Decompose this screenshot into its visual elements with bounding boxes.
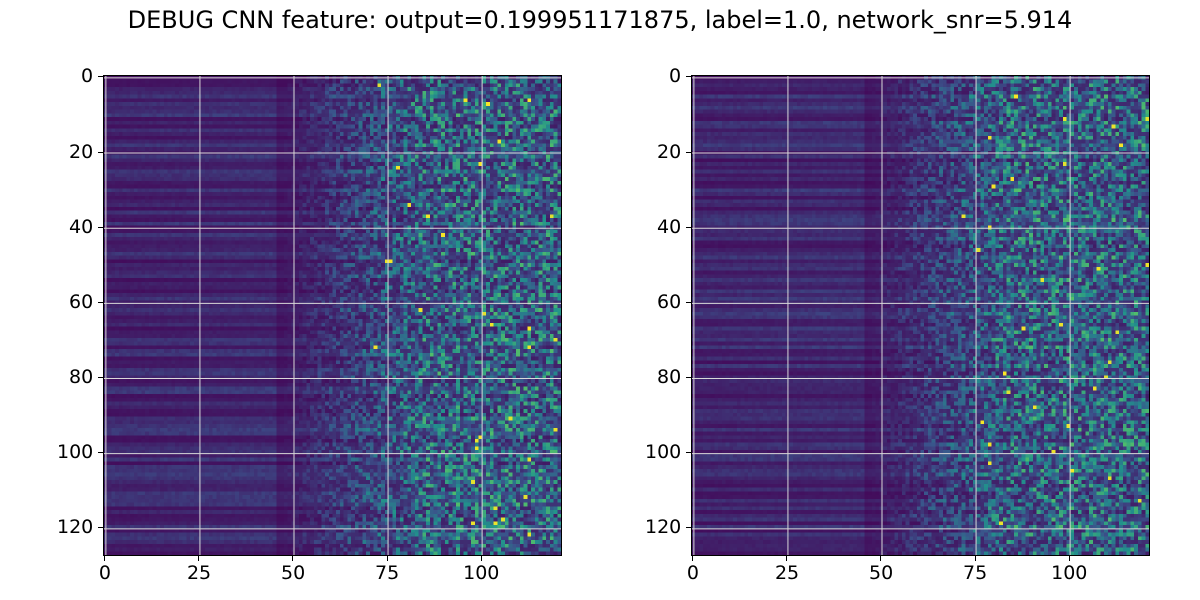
x-tick-mark bbox=[692, 556, 694, 561]
y-tick-mark bbox=[686, 377, 691, 378]
y-tick-label: 60 bbox=[69, 290, 94, 313]
x-tick-mark bbox=[786, 556, 788, 561]
x-tick-label: 50 bbox=[868, 562, 894, 584]
x-tick-label: 0 bbox=[686, 562, 699, 584]
x-tick-label: 0 bbox=[98, 562, 111, 584]
y-tick-label: 0 bbox=[669, 65, 682, 88]
y-tick-label: 80 bbox=[69, 366, 94, 388]
x-tick-mark bbox=[974, 556, 976, 561]
x-tick-mark bbox=[292, 556, 294, 561]
y-tick-mark bbox=[98, 76, 103, 78]
x-tick-label: 100 bbox=[463, 562, 500, 584]
x-tick-label: 75 bbox=[963, 562, 988, 584]
x-tick-label: 75 bbox=[375, 562, 400, 584]
x-tick-label: 50 bbox=[280, 562, 306, 584]
x-tick-label: 25 bbox=[774, 562, 800, 584]
y-tick-mark bbox=[98, 226, 103, 228]
y-tick-label: 40 bbox=[657, 215, 682, 238]
y-tick-label: 0 bbox=[81, 65, 94, 88]
x-tick-label: 25 bbox=[186, 562, 212, 584]
y-tick-label: 100 bbox=[57, 441, 94, 464]
x-tick-mark bbox=[1068, 556, 1070, 561]
y-tick-label: 80 bbox=[657, 366, 682, 388]
grid-overlay-left bbox=[104, 76, 561, 555]
heatmap-panel-right bbox=[691, 75, 1150, 556]
y-tick-label: 120 bbox=[645, 516, 682, 539]
y-tick-mark bbox=[686, 527, 691, 529]
x-tick-mark bbox=[104, 556, 106, 561]
grid-overlay-right bbox=[692, 76, 1149, 555]
y-tick-mark bbox=[686, 301, 691, 303]
heatmap-panel-left bbox=[103, 75, 562, 556]
y-tick-label: 120 bbox=[57, 516, 94, 539]
x-tick-mark bbox=[480, 556, 482, 561]
y-tick-label: 20 bbox=[69, 140, 94, 163]
y-tick-label: 60 bbox=[657, 290, 682, 313]
x-tick-mark bbox=[386, 556, 388, 561]
y-tick-mark bbox=[686, 76, 691, 78]
y-tick-mark bbox=[98, 452, 103, 454]
y-tick-label: 40 bbox=[69, 215, 94, 238]
y-tick-mark bbox=[98, 151, 103, 153]
heatmap-cells-right bbox=[692, 76, 1149, 555]
y-tick-mark bbox=[686, 452, 691, 454]
y-tick-mark bbox=[98, 527, 103, 529]
chart-title: DEBUG CNN feature: output=0.199951171875… bbox=[127, 6, 1073, 34]
x-tick-mark bbox=[880, 556, 882, 561]
x-tick-label: 100 bbox=[1051, 562, 1088, 584]
heatmap-cells-left bbox=[104, 76, 561, 555]
y-tick-label: 100 bbox=[645, 441, 682, 464]
y-tick-mark bbox=[686, 226, 691, 228]
y-tick-mark bbox=[98, 301, 103, 303]
y-tick-label: 20 bbox=[657, 140, 682, 163]
x-tick-mark bbox=[198, 556, 200, 561]
y-tick-mark bbox=[686, 151, 691, 153]
y-tick-mark bbox=[98, 377, 103, 378]
